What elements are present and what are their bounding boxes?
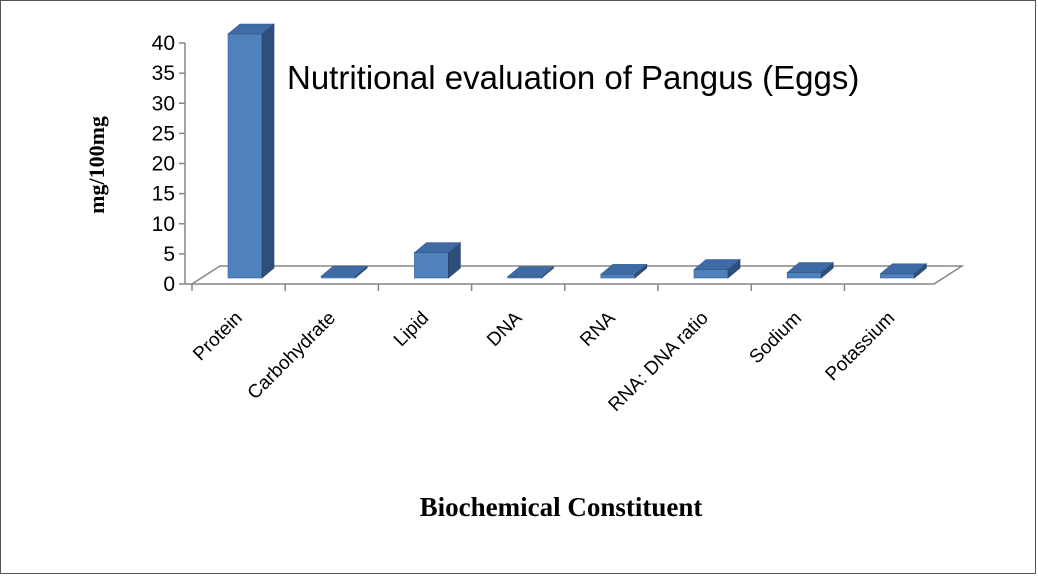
bar-side-face — [261, 23, 275, 279]
bar-protein — [227, 23, 275, 279]
y-tick-label: 40 — [152, 32, 175, 55]
bar-front-face — [600, 274, 636, 279]
x-tick-label: DNA — [483, 307, 526, 350]
y-tick-label: 0 — [163, 273, 175, 296]
x-axis-title: Biochemical Constituent — [420, 492, 703, 522]
x-tick-label: Protein — [189, 308, 246, 365]
bar-dna — [506, 266, 555, 279]
x-tick-label: Sodium — [746, 308, 806, 368]
bar-front-face — [227, 33, 263, 279]
bar-top-face — [506, 266, 555, 278]
bar-carbohydrate — [320, 265, 369, 279]
y-tick-label: 25 — [152, 122, 175, 145]
bar-top-face — [879, 263, 928, 275]
bar-front-face — [414, 252, 449, 279]
chart-title: Nutritional evaluation of Pangus (Eggs) — [287, 59, 859, 96]
bar-top-face — [413, 242, 462, 253]
y-tick-label: 15 — [152, 183, 175, 206]
chart-bars — [227, 23, 928, 279]
bar-top-face — [599, 264, 648, 275]
x-tick-label: Potassium — [822, 308, 900, 386]
bar-top-face — [693, 259, 741, 270]
y-tick-label: 5 — [163, 243, 175, 266]
y-tick-label: 10 — [152, 213, 175, 236]
bar-front-face — [786, 272, 822, 279]
bar-sodium — [786, 261, 835, 279]
bar-top-face — [227, 23, 275, 35]
x-tick-label: RNA: DNA ratio — [605, 308, 713, 416]
x-tick-label: RNA — [576, 307, 619, 350]
bar-top-face — [786, 262, 835, 273]
bar-potassium — [879, 263, 928, 279]
bar-rna-dna-ratio — [693, 258, 741, 279]
y-tick-label: 35 — [152, 62, 175, 85]
y-tick-label: 30 — [152, 92, 175, 115]
bar-top-face — [320, 265, 369, 277]
chart-floor-plane — [189, 265, 965, 285]
chart-axes — [179, 42, 846, 291]
bar-front-face — [693, 269, 729, 279]
bar-lipid — [413, 242, 462, 279]
chart-floor — [189, 265, 965, 285]
y-axis-title: mg/100mg — [84, 116, 109, 214]
x-tick-label: Carbohydrate — [244, 308, 340, 404]
bar-rna — [599, 263, 648, 279]
y-tick-label: 20 — [152, 153, 175, 176]
x-tick-label: Lipid — [390, 308, 433, 351]
bar-front-face — [880, 273, 915, 279]
